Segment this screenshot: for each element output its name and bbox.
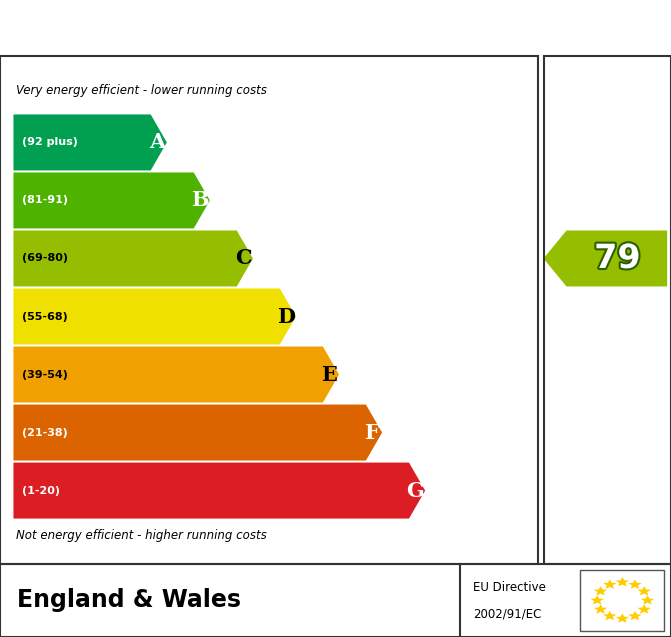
- Polygon shape: [13, 462, 425, 519]
- Text: Not energy efficient - higher running costs: Not energy efficient - higher running co…: [16, 529, 267, 543]
- Text: F: F: [365, 422, 380, 443]
- Text: B: B: [191, 190, 209, 210]
- Text: (1-20): (1-20): [21, 485, 60, 496]
- Text: A: A: [149, 132, 165, 152]
- Text: 79: 79: [595, 242, 641, 275]
- Text: (81-91): (81-91): [21, 196, 68, 206]
- Text: G: G: [407, 480, 424, 501]
- Text: (92 plus): (92 plus): [21, 138, 77, 147]
- Polygon shape: [628, 580, 641, 589]
- Polygon shape: [594, 586, 607, 596]
- Text: (55-68): (55-68): [21, 311, 67, 322]
- Text: C: C: [235, 248, 252, 268]
- Polygon shape: [13, 115, 167, 171]
- Polygon shape: [637, 586, 651, 596]
- Polygon shape: [603, 611, 617, 620]
- Text: (69-80): (69-80): [21, 254, 68, 264]
- Text: (21-38): (21-38): [21, 427, 67, 438]
- Polygon shape: [628, 611, 641, 620]
- Polygon shape: [544, 231, 667, 287]
- Text: Energy Efficiency Rating: Energy Efficiency Rating: [17, 15, 380, 41]
- Polygon shape: [637, 605, 651, 613]
- Polygon shape: [13, 347, 339, 403]
- Polygon shape: [615, 577, 629, 587]
- Polygon shape: [590, 595, 604, 605]
- Text: EU Directive: EU Directive: [473, 581, 546, 594]
- Polygon shape: [615, 613, 629, 623]
- Text: (39-54): (39-54): [21, 369, 67, 380]
- Polygon shape: [13, 289, 296, 345]
- Polygon shape: [641, 595, 654, 605]
- Polygon shape: [603, 580, 617, 589]
- Polygon shape: [13, 173, 210, 229]
- Polygon shape: [13, 404, 382, 461]
- Polygon shape: [13, 231, 253, 287]
- Text: Very energy efficient - lower running costs: Very energy efficient - lower running co…: [16, 84, 267, 97]
- Text: E: E: [321, 364, 338, 385]
- Text: D: D: [277, 306, 295, 327]
- Text: 2002/91/EC: 2002/91/EC: [473, 607, 541, 620]
- Polygon shape: [594, 605, 607, 613]
- Text: England & Wales: England & Wales: [17, 589, 241, 612]
- Text: 79: 79: [595, 242, 641, 275]
